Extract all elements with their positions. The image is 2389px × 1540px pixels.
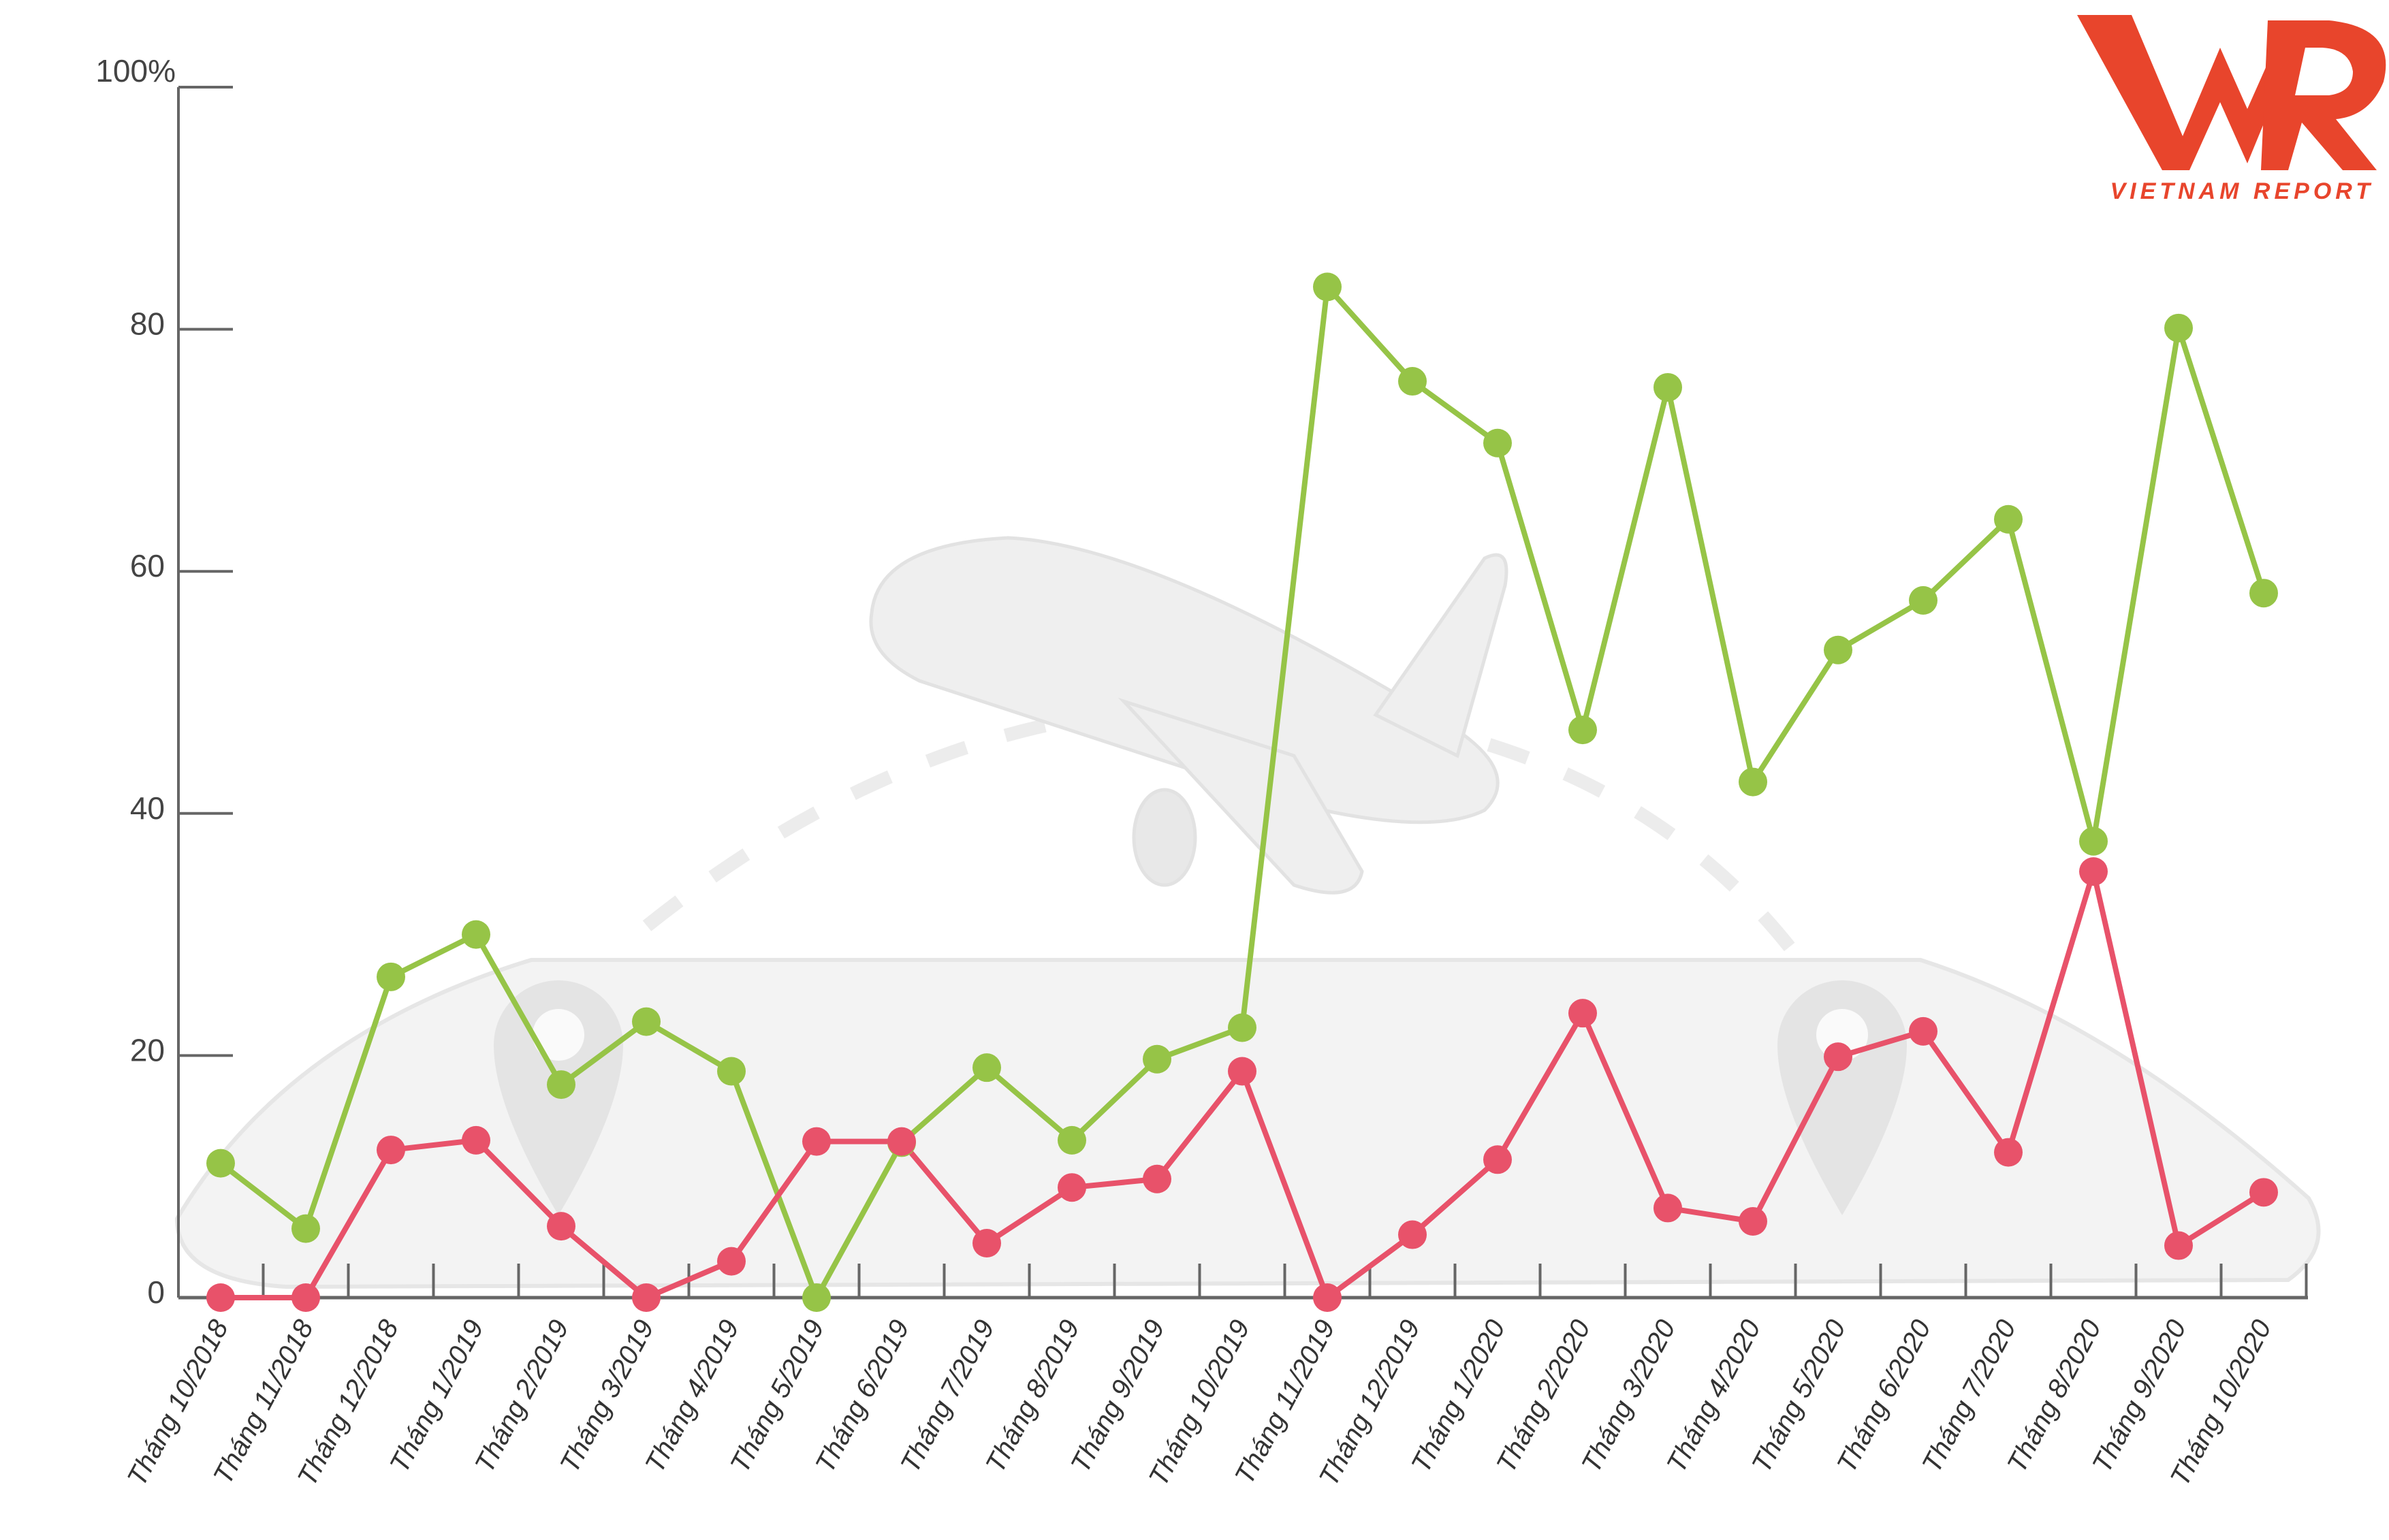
series-lines [206,272,2278,1312]
series-2-point [1654,1193,1682,1223]
x-tick-label: Tháng 5/2019 [725,1315,830,1478]
series-2-point [1228,1057,1256,1086]
x-tick-label: Tháng 6/2019 [810,1315,915,1478]
series-2-point [1143,1164,1171,1193]
background-illustration [174,536,2321,1289]
series-2-point [1824,1042,1852,1072]
series-2-point [632,1283,661,1312]
series-1-point [1654,372,1682,402]
series-1-point [802,1283,831,1312]
series-1-point [1739,767,1767,797]
axes: 0 20 40 60 80 100% [95,53,2308,1310]
y-tick-label: 40 [130,790,165,826]
series-1-point [547,1070,575,1100]
series-1-point [1994,504,2023,534]
x-tick-label: Tháng 3/2020 [1576,1315,1681,1478]
series-1-point [1909,585,1937,615]
y-tick-label: 20 [130,1032,165,1068]
x-tick-label: Tháng 1/2019 [384,1315,490,1478]
series-1-point [1228,1013,1256,1042]
x-tick-label: Tháng 1/2020 [1406,1315,1511,1478]
series-1-point [291,1214,320,1243]
series-2-point [1739,1206,1767,1236]
series-1-point [377,962,405,991]
series-1-point [1568,716,1597,745]
x-tick-label: Tháng 5/2020 [1746,1315,1852,1478]
series-1-point [1398,367,1427,396]
series-1-point [1058,1125,1086,1155]
x-tick-label: Tháng 8/2020 [2002,1315,2107,1478]
y-tick-label: 0 [147,1274,165,1310]
series-2-point [377,1136,405,1165]
x-tick-label: Tháng 4/2020 [1661,1315,1767,1478]
series-1-point [632,1007,661,1036]
x-tick-label: Tháng 9/2020 [2087,1315,2192,1478]
series-2-point [717,1247,746,1276]
series-1-point [2249,579,2278,608]
series-1-point [1824,635,1852,664]
series-2-point [887,1127,916,1156]
x-tick-label: Tháng 6/2020 [1831,1315,1937,1478]
series-2-point [2249,1178,2278,1207]
series-1-point [462,920,490,949]
map-illustration [174,958,2321,1289]
airplane-illustration [869,536,1508,895]
series-2-point [2164,1231,2193,1260]
series-1-point [206,1149,235,1178]
series-2-point [972,1228,1001,1257]
series-2-point [1994,1138,2023,1167]
series-2-point [291,1283,320,1312]
vnr-logo: VIETNAM REPORT [2077,15,2386,204]
x-tick-label: Tháng 2/2019 [469,1315,575,1478]
series-1-point [2079,827,2108,856]
x-tick-label: Tháng 4/2019 [639,1315,745,1478]
series-2-point [1313,1283,1342,1312]
series-2-point [1568,999,1597,1028]
y-tick-label: 100% [95,53,176,89]
map-pin-icon [1777,980,1907,1215]
x-tick-label: Tháng 8/2019 [980,1315,1086,1478]
x-tick-label: Tháng 2/2020 [1491,1315,1596,1478]
series-2-point [462,1125,490,1155]
series-1-point [1313,272,1342,302]
series-1-point [1143,1044,1171,1074]
series-1-point [1483,428,1512,458]
x-tick-label: Tháng 7/2019 [895,1315,1000,1478]
y-tick-label: 60 [130,548,165,583]
series-1-point [717,1057,746,1086]
x-tick-label: Tháng 9/2019 [1065,1315,1171,1478]
series-2-point [1483,1145,1512,1174]
series-2-point [547,1212,575,1241]
logo-subtitle: VIETNAM REPORT [2110,178,2374,204]
series-2-point [802,1127,831,1156]
x-tick-label: Tháng 3/2019 [554,1315,660,1478]
series-2-point [1398,1220,1427,1249]
series-2-point [206,1283,235,1312]
y-tick-label: 80 [130,306,165,342]
series-2-point [1058,1173,1086,1202]
series-1-point [972,1053,1001,1082]
series-2-point [2079,857,2108,886]
series-2-point [1909,1016,1937,1046]
series-1-point [2164,313,2193,342]
x-tick-label: Tháng 7/2020 [1916,1315,2022,1478]
